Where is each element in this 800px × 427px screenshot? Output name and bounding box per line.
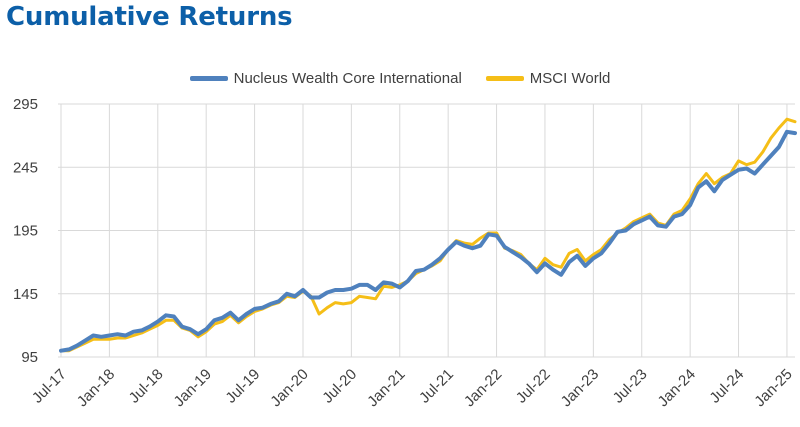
legend-swatch-msci [485, 76, 524, 81]
x-tick-label: Jan-20 [267, 366, 311, 410]
x-tick-label: Jul-24 [706, 366, 747, 407]
y-axis: 95 145 195 245 295 [13, 96, 38, 366]
series-line-nucleus [59, 129, 797, 353]
x-tick-label: Jan-21 [364, 366, 408, 410]
chart-title: Cumulative Returns [6, 2, 293, 32]
x-tick-label: Jul-20 [319, 366, 360, 407]
x-tick-label: Jan-24 [655, 366, 699, 410]
x-tick-label: Jan-22 [461, 366, 505, 410]
x-tick-label: Jul-18 [126, 366, 167, 407]
legend-swatch-nucleus [189, 76, 228, 81]
y-tick-label: 295 [13, 96, 38, 113]
chart-legend: Nucleus Wealth Core International MSCI W… [0, 70, 800, 87]
x-tick-label: Jan-18 [74, 366, 118, 410]
legend-item-msci: MSCI World [485, 70, 611, 87]
x-tick-label: Jan-19 [171, 366, 215, 410]
legend-item-nucleus: Nucleus Wealth Core International [189, 70, 462, 87]
legend-label-nucleus: Nucleus Wealth Core International [233, 70, 462, 87]
x-axis: Jul-17 Jan-18 Jul-18 Jan-19 Jul-19 Jan-20 Jul-… [29, 366, 796, 410]
chart-series [59, 117, 797, 353]
x-tick-label: Jan-25 [751, 366, 795, 410]
x-tick-label: Jul-23 [610, 366, 651, 407]
y-tick-label: 195 [13, 223, 38, 240]
legend-label-msci: MSCI World [529, 70, 611, 87]
y-tick-label: 245 [13, 159, 38, 176]
chart-gridlines [58, 103, 795, 358]
x-tick-label: Jul-19 [222, 366, 263, 407]
y-tick-label: 95 [21, 349, 38, 366]
x-tick-label: Jul-17 [29, 366, 70, 407]
x-tick-label: Jul-21 [416, 366, 457, 407]
y-tick-label: 145 [13, 286, 38, 303]
x-tick-label: Jul-22 [513, 366, 554, 407]
x-tick-label: Jan-23 [558, 366, 602, 410]
